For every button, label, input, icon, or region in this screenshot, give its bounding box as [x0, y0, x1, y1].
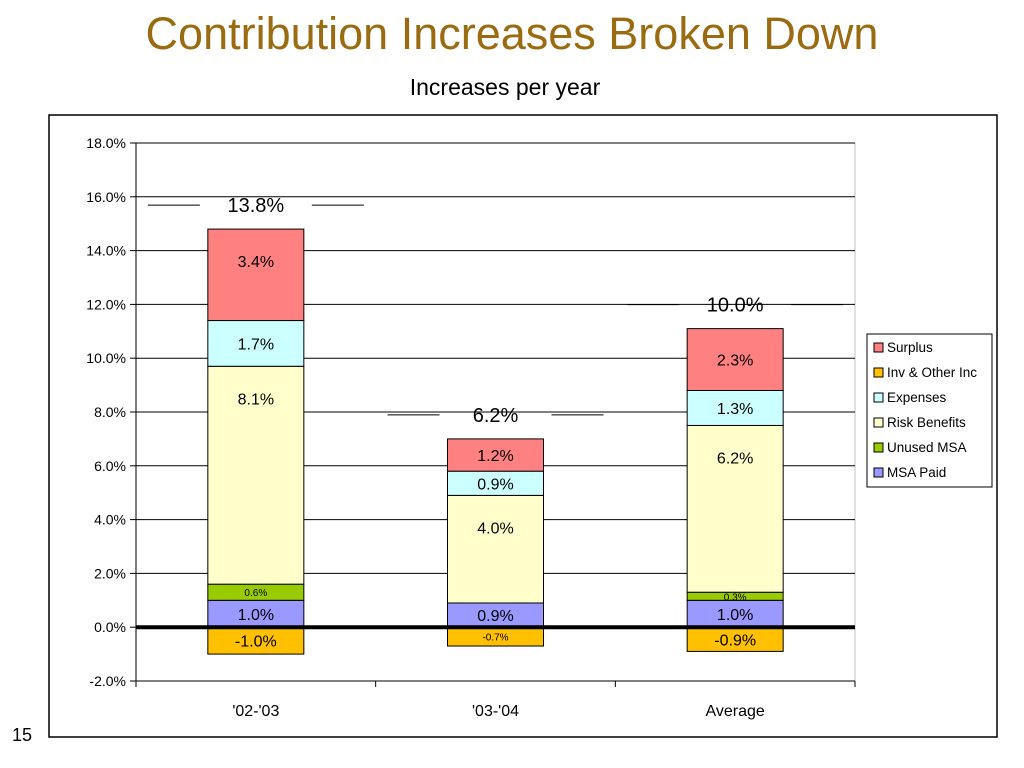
bar-segment [686, 389, 784, 426]
y-tick-label: 18.0% [86, 135, 126, 151]
legend-label: Surplus [887, 340, 933, 355]
bar-segment [447, 438, 544, 472]
axes: 18.0% 16.0% 14.0% 12.0% 10.0% 8.0% 6.0% 4.0% 2.0… [86, 135, 856, 720]
y-tick-label: 10.0% [86, 350, 126, 366]
legend-label: Inv & Other Inc [887, 365, 977, 380]
data-label: 4.0% [477, 520, 513, 537]
data-label: 0.6% [244, 588, 267, 599]
slide-title: Contribution Increases Broken Down [145, 8, 879, 59]
data-label: -0.9% [714, 632, 756, 649]
data-label: 3.4% [238, 254, 274, 271]
legend-swatch [873, 467, 884, 478]
data-label: 6.2% [717, 450, 753, 467]
bar-segment [686, 328, 784, 391]
bar-segment [207, 365, 305, 585]
y-tick-label: 8.0% [94, 404, 126, 420]
bars: 1.0% 0.6% 8.1% 1.7% 3.4% -1.0% 13.8% 0.9% 4.0% 0.… [136, 195, 855, 655]
data-label: 8.1% [238, 391, 274, 408]
bar-segment [207, 320, 305, 367]
legend-swatch [873, 442, 884, 453]
bar-segment [447, 494, 544, 604]
legend: Surplus Inv & Other Inc Expenses Risk Benef… [866, 333, 993, 488]
data-label: 1.7% [238, 336, 274, 353]
bar-segment [686, 626, 784, 652]
data-label: 0.9% [477, 476, 513, 493]
legend-label: MSA Paid [887, 465, 946, 480]
data-label: -1.0% [235, 634, 277, 651]
bar-segment [207, 626, 305, 655]
x-tick-label: Average [706, 703, 765, 720]
bar-segment [686, 424, 784, 593]
data-label: 0.3% [724, 592, 747, 603]
y-tick-label: 0.0% [94, 619, 126, 635]
legend-label: Unused MSA [887, 440, 967, 455]
legend-box [866, 333, 993, 488]
data-label: 1.0% [717, 607, 753, 624]
x-tick-label: '03-'04 [472, 703, 519, 720]
legend-label: Expenses [887, 390, 947, 405]
data-label: 1.2% [477, 448, 513, 465]
legend-swatch [873, 417, 884, 428]
data-label: 0.9% [477, 608, 513, 625]
y-tick-label: 4.0% [94, 512, 126, 528]
data-label: 1.3% [717, 401, 753, 418]
y-tick-label: -2.0% [89, 673, 126, 689]
legend-swatch [873, 392, 884, 403]
data-label: 2.3% [717, 353, 753, 370]
bar-segment [207, 228, 305, 322]
page-number: 15 [12, 725, 33, 745]
bar-segment [447, 602, 544, 628]
data-label: 1.0% [238, 607, 274, 624]
y-tick-label: 14.0% [86, 243, 126, 259]
x-tick-label: '02-'03 [232, 703, 279, 720]
total-label: 10.0% [707, 295, 764, 317]
legend-swatch [873, 342, 884, 353]
data-label: -0.7% [482, 633, 508, 644]
bar-segment [447, 470, 544, 496]
y-tick-label: 2.0% [94, 565, 126, 581]
total-label: 13.8% [227, 195, 284, 217]
legend-label: Risk Benefits [887, 415, 966, 430]
chart-title: Increases per year [409, 74, 601, 100]
bar-segment [207, 599, 305, 628]
y-tick-label: 16.0% [86, 189, 126, 205]
total-label: 6.2% [473, 405, 519, 427]
legend-swatch [873, 367, 884, 378]
y-tick-label: 6.0% [94, 458, 126, 474]
y-tick-label: 12.0% [86, 296, 126, 312]
